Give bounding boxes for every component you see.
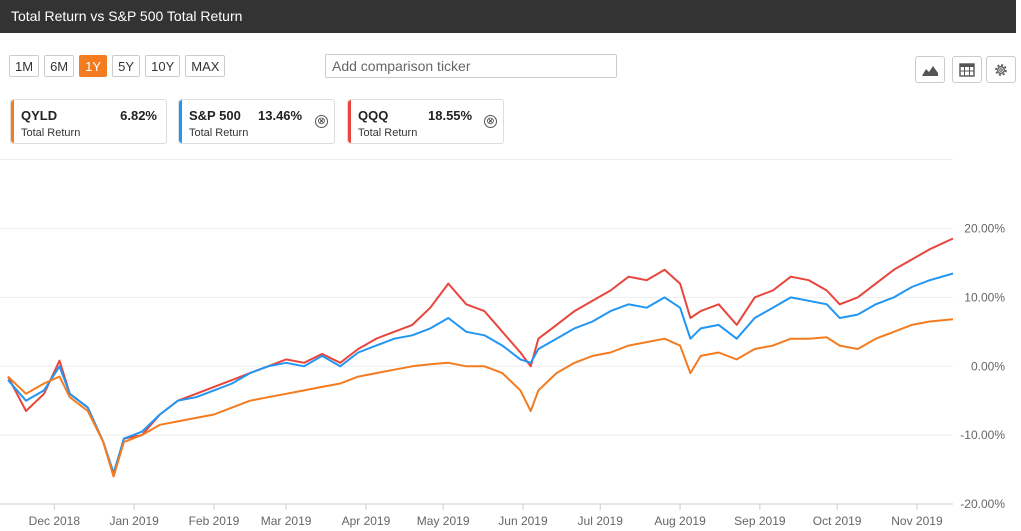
range-button-max[interactable]: MAX [185, 55, 226, 77]
ticker-symbol: S&P 500 [189, 108, 241, 123]
series-color-bar [348, 100, 351, 143]
x-tick-label: Oct 2019 [813, 514, 862, 528]
ticker-card-qqq: QQQ 18.55% Total Return ⊗ [347, 99, 504, 144]
x-tick-label: Nov 2019 [891, 514, 943, 528]
y-axis: 20.00% 10.00% 0.00% -10.00% -20.00% [960, 222, 1005, 512]
comparison-ticker-input[interactable] [325, 54, 617, 78]
range-button-5y[interactable]: 5Y [112, 55, 141, 77]
series-line-qqq [7, 237, 954, 478]
series-line-qyld [7, 318, 954, 478]
chart-title-bar: Total Return vs S&P 500 Total Return [0, 0, 1016, 33]
series-line-s-p-500 [7, 272, 954, 474]
page-title: Total Return vs S&P 500 Total Return [11, 8, 243, 24]
range-selector: 1M 6M 1Y 5Y 10Y MAX [9, 55, 226, 77]
settings-button[interactable] [986, 56, 1016, 83]
ticker-return-label: Total Return [21, 127, 81, 139]
y-tick-label: -10.00% [960, 428, 1005, 442]
y-tick-label: 0.00% [971, 359, 1005, 373]
x-tick-label: Aug 2019 [654, 514, 706, 528]
area-chart-icon [922, 65, 938, 76]
ticker-return-value: 18.55% [428, 108, 473, 123]
table-icon [959, 62, 975, 77]
range-button-6m[interactable]: 6M [44, 55, 75, 77]
range-button-1m[interactable]: 1M [9, 55, 40, 77]
ticker-return-value: 6.82% [120, 108, 157, 123]
x-tick-label: Jan 2019 [109, 514, 159, 528]
x-tick-label: Feb 2019 [189, 514, 240, 528]
x-tick-label: Dec 2018 [29, 514, 81, 528]
ticker-card-sp500: S&P 500 13.46% Total Return ⊗ [178, 99, 335, 144]
ticker-symbol: QYLD [21, 108, 58, 123]
y-tick-label: 10.00% [964, 290, 1005, 304]
table-view-button[interactable] [952, 56, 982, 83]
range-button-10y[interactable]: 10Y [145, 55, 181, 77]
ticker-return-label: Total Return [189, 127, 249, 139]
gear-icon [995, 63, 1007, 76]
x-tick-label: May 2019 [417, 514, 470, 528]
x-tick-label: Mar 2019 [261, 514, 312, 528]
area-chart-button[interactable] [915, 56, 945, 83]
remove-ticker-icon[interactable]: ⊗ [315, 115, 328, 128]
range-button-1y[interactable]: 1Y [79, 55, 108, 77]
x-tick-label: Jun 2019 [498, 514, 548, 528]
x-axis: Dec 2018 Jan 2019 Feb 2019 Mar 2019 Apr 2019… [29, 504, 943, 528]
ticker-symbol: QQQ [358, 108, 389, 123]
x-tick-label: Jul 2019 [578, 514, 624, 528]
series-color-bar [11, 100, 14, 143]
ticker-return-label: Total Return [358, 127, 418, 139]
x-tick-label: Apr 2019 [342, 514, 391, 528]
chart-gridlines [0, 159, 953, 505]
ticker-card-qyld: QYLD 6.82% Total Return [10, 99, 167, 144]
series-color-bar [179, 100, 182, 143]
ticker-return-value: 13.46% [258, 108, 303, 123]
chart-series [7, 237, 954, 478]
remove-ticker-icon[interactable]: ⊗ [484, 115, 497, 128]
y-tick-label: 20.00% [964, 222, 1005, 236]
y-tick-label: -20.00% [960, 497, 1005, 511]
x-tick-label: Sep 2019 [734, 514, 786, 528]
